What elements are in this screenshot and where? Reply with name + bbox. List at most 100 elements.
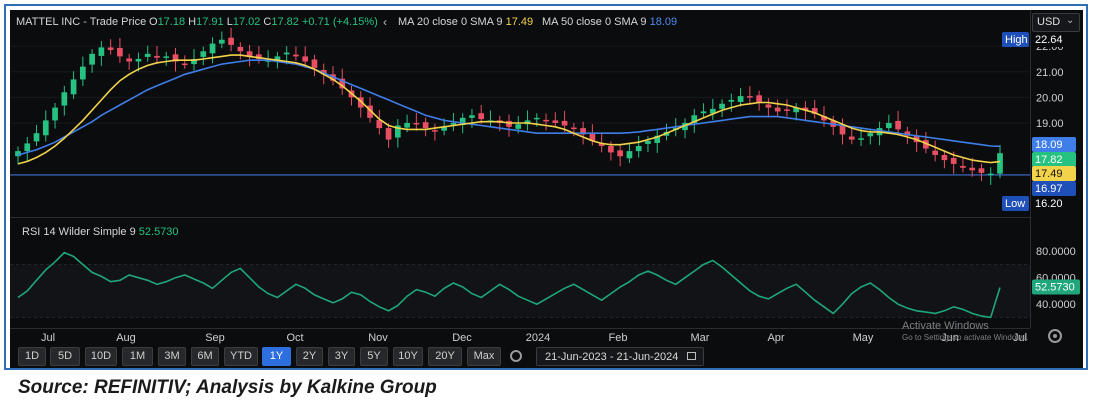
range-button-20y[interactable]: 20Y — [428, 347, 462, 366]
high-value: 17.91 — [196, 16, 224, 28]
candle-body — [98, 47, 105, 56]
candle-body — [821, 116, 827, 121]
rsi-band — [10, 264, 1030, 318]
high-key: H — [188, 16, 197, 28]
candle-body — [441, 126, 447, 131]
candle-body — [571, 127, 577, 130]
date-range-picker[interactable]: 21-Jun-2023 - 21-Jun-2024 — [536, 347, 704, 366]
level-price-tag-text: 16.97 — [1035, 183, 1063, 195]
candle-body — [117, 47, 123, 57]
candle-body — [885, 122, 892, 129]
candle-body — [997, 153, 1003, 174]
open-key: O — [149, 16, 158, 28]
calendar-icon — [687, 352, 696, 360]
candle-body — [256, 54, 262, 59]
candle-body — [987, 173, 994, 176]
symbol-name: MATTEL INC — [16, 16, 81, 28]
candle-body — [543, 119, 549, 122]
chart-settings-icon[interactable] — [510, 350, 522, 362]
candle-body — [422, 122, 429, 129]
rsi-line — [17, 251, 1001, 319]
date-range-text: 21-Jun-2023 - 21-Jun-2024 — [545, 351, 679, 363]
candle-body — [533, 117, 540, 120]
chevron-down-icon: ⌄ — [1066, 15, 1075, 26]
range-button-10y[interactable]: 10Y — [393, 347, 423, 366]
candle-body — [154, 55, 160, 58]
high-label: High — [1005, 34, 1028, 46]
candle-body — [969, 167, 976, 171]
range-button-2y[interactable]: 2Y — [296, 347, 323, 366]
price-axis-divider — [1030, 10, 1031, 328]
time-axis-label: Jul — [41, 332, 55, 344]
collapse-legend-icon[interactable]: ‹ — [383, 15, 387, 29]
range-button-1y[interactable]: 1Y — [262, 347, 291, 366]
candle-body — [793, 107, 800, 113]
candle-body — [237, 46, 244, 52]
candle-body — [654, 135, 661, 143]
time-axis-label: Aug — [116, 332, 136, 344]
range-button-6m[interactable]: 6M — [191, 347, 219, 366]
candle-body — [589, 132, 596, 141]
candle-body — [172, 54, 179, 62]
range-button-3m[interactable]: 3M — [158, 347, 186, 366]
close-price-tag-text: 17.82 — [1035, 154, 1063, 166]
range-button-5d[interactable]: 5D — [50, 347, 80, 366]
rsi-value-tag — [1032, 279, 1080, 295]
rsi-legend[interactable]: RSI 14 Wilder Simple 9 52.5730 — [22, 226, 179, 238]
ma20-legend[interactable]: MA 20 close 0 SMA 9 17.49 — [398, 16, 533, 28]
candle-body — [478, 113, 485, 120]
candle-body — [719, 103, 725, 109]
candle-body — [218, 39, 225, 44]
rsi-tick-label: 80.0000 — [1036, 246, 1076, 258]
candle-body — [848, 136, 855, 140]
currency-dropdown[interactable]: USD ⌄ — [1032, 13, 1080, 32]
ma50-value: 18.09 — [649, 16, 678, 28]
windows-watermark: Activate Windows Go to Settings to activ… — [902, 320, 1028, 342]
ma20-value: 17.49 — [505, 16, 534, 28]
candle-body — [515, 124, 522, 129]
range-button-1m[interactable]: 1M — [122, 347, 153, 366]
candle-body — [737, 96, 744, 102]
ma20-price-tag-text: 17.49 — [1035, 168, 1063, 180]
close-price-tag — [1032, 152, 1076, 167]
candle-body — [413, 122, 420, 125]
ma50-label: MA 50 close 0 SMA 9 — [542, 16, 647, 28]
range-button-1d[interactable]: 1D — [18, 347, 46, 366]
close-value: 17.82 — [271, 16, 299, 28]
candle-body — [802, 107, 809, 111]
candle-body — [895, 120, 901, 130]
time-axis-label: Oct — [286, 332, 303, 344]
candle-body — [42, 120, 49, 136]
candle-body — [765, 104, 772, 108]
candle-body — [80, 66, 86, 80]
ma50-price-tag — [1032, 137, 1076, 152]
candle-body — [107, 47, 114, 50]
ma50-legend[interactable]: MA 50 close 0 SMA 9 18.09 — [542, 16, 677, 28]
high-price-tag — [1032, 32, 1076, 47]
time-axis-label: 2024 — [526, 332, 550, 344]
candle-body — [561, 120, 568, 126]
candle-body — [960, 165, 966, 168]
settings-gear-icon[interactable] — [1048, 329, 1062, 343]
time-axis-label: Dec — [452, 332, 472, 344]
candle-body — [385, 128, 392, 140]
range-button-3y[interactable]: 3Y — [328, 347, 355, 366]
range-button-max[interactable]: Max — [467, 347, 501, 366]
range-button-10d[interactable]: 10D — [85, 347, 117, 366]
range-button-5y[interactable]: 5Y — [360, 347, 388, 366]
close-key: C — [263, 16, 272, 28]
candle-body — [626, 151, 633, 159]
chart-type-label: Trade Price — [89, 16, 147, 28]
range-button-ytd[interactable]: YTD — [224, 347, 258, 366]
time-axis-label: Apr — [767, 332, 784, 344]
candle-body — [598, 142, 605, 146]
high-label-bg — [1002, 32, 1029, 47]
currency-label: USD — [1037, 16, 1061, 28]
low-value: 17.02 — [232, 16, 261, 28]
candle-body — [33, 133, 40, 142]
candle-body — [89, 53, 95, 65]
low-key: L — [226, 16, 233, 28]
candle-body — [709, 108, 716, 114]
